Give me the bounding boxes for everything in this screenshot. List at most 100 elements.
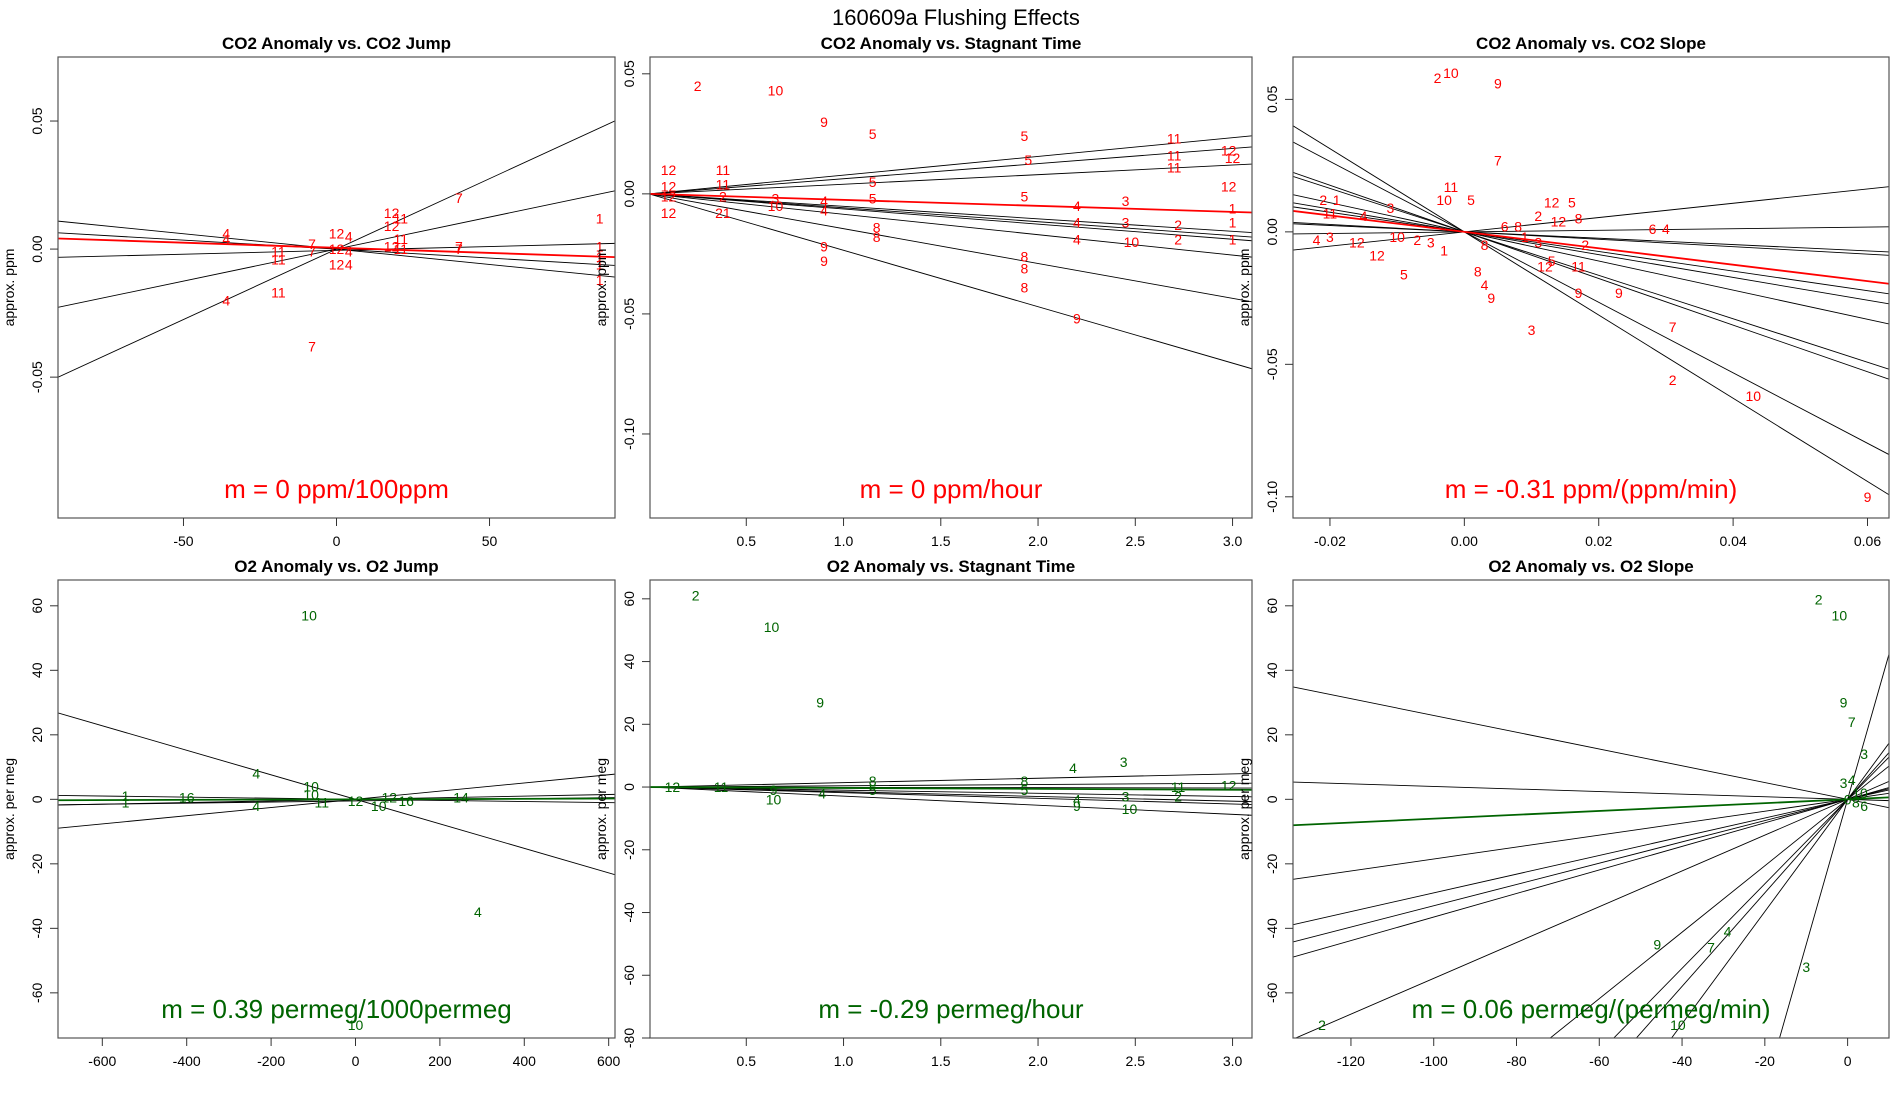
data-point-label: 4	[818, 785, 826, 801]
data-point-label: 12	[1537, 258, 1553, 274]
data-point-label: 4	[1724, 924, 1732, 940]
y-tick-label: -40	[621, 902, 637, 922]
overall-fit-line	[58, 237, 615, 259]
data-point-label: 10	[301, 607, 317, 623]
data-point-label: 4	[345, 228, 353, 244]
y-tick-label: 60	[29, 598, 45, 614]
data-point-label: 1	[596, 256, 604, 272]
data-point-label: 2	[1581, 237, 1589, 253]
y-axis-label: approx. per meg	[593, 758, 609, 860]
data-point-label: 9	[1615, 285, 1623, 301]
data-point-label: 3	[1534, 234, 1542, 250]
group-fit-line	[1779, 654, 1889, 1038]
y-tick-label: -0.05	[1264, 348, 1280, 380]
x-tick-label: 0.5	[737, 1053, 757, 1069]
data-point-label: 3	[1802, 959, 1810, 975]
slope-annotation: m = -0.31 ppm/(ppm/min)	[1445, 474, 1738, 504]
data-point-label: 11	[393, 210, 408, 226]
data-point-label: 3	[1528, 322, 1536, 338]
data-point-label: 12	[1544, 195, 1560, 211]
data-point-label: 1	[1229, 231, 1237, 247]
data-point-label: 2	[1434, 70, 1442, 86]
x-tick-label: 1.0	[834, 1053, 854, 1069]
data-point-label: 4	[222, 226, 230, 242]
data-point-label: 11	[1167, 159, 1182, 175]
data-point-label: 12	[1349, 234, 1365, 250]
panel-title: CO2 Anomaly vs. Stagnant Time	[821, 34, 1082, 53]
data-point-label: 10	[303, 786, 319, 802]
data-point-label: 6	[1860, 798, 1868, 814]
data-point-label: 10	[1745, 388, 1761, 404]
x-tick-label: 600	[597, 1053, 621, 1069]
data-point-label: 7	[308, 244, 316, 260]
data-point-label: 7	[455, 239, 463, 255]
group-fit-line	[650, 782, 1252, 788]
data-point-label: 6	[1501, 219, 1509, 235]
data-point-label: 11	[714, 779, 729, 795]
data-point-label: 12	[661, 205, 677, 221]
data-point-label: 4	[1073, 215, 1081, 231]
data-point-label: 1	[596, 249, 604, 265]
data-point-label: 12	[384, 205, 400, 221]
data-point-label: 9	[1073, 798, 1081, 814]
data-point-label: 16	[398, 793, 414, 809]
data-point-label: 1	[596, 210, 604, 226]
y-tick-label: 60	[1264, 598, 1280, 614]
data-point-label: 10	[1436, 192, 1452, 208]
data-point-label: 2	[694, 78, 702, 94]
x-tick-label: 0.5	[737, 533, 757, 549]
y-axis-label: approx. per meg	[1236, 758, 1252, 860]
data-point-label: 9	[820, 114, 828, 130]
group-fit-line	[650, 772, 1252, 788]
x-tick-label: 200	[428, 1053, 452, 1069]
y-tick-label: 40	[1264, 662, 1280, 678]
panel-title: O2 Anomaly vs. Stagnant Time	[827, 557, 1075, 576]
x-tick-label: 1.0	[834, 533, 854, 549]
y-tick-label: 0.05	[29, 107, 45, 134]
data-point-label: 5	[1548, 253, 1556, 269]
data-point-label: 16	[179, 790, 195, 806]
y-tick-label: -40	[1264, 918, 1280, 938]
group-fit-line	[1293, 792, 1889, 880]
x-tick-label: 3.0	[1223, 1053, 1243, 1069]
data-point-label: 4	[1073, 198, 1081, 214]
data-point-label: 4	[820, 193, 828, 209]
data-point-label: 7	[1848, 714, 1856, 730]
y-tick-label: -0.05	[621, 298, 637, 330]
x-tick-label: 2.0	[1028, 1053, 1048, 1069]
group-fit-line	[1293, 226, 1889, 235]
data-point-label: 11	[314, 795, 329, 811]
data-point-label: 12	[1221, 143, 1237, 159]
data-point-label: 8	[1021, 260, 1029, 276]
overall-fit-line	[650, 786, 1252, 791]
group-fit-line	[1293, 206, 1889, 295]
group-fit-line	[1293, 186, 1889, 251]
y-tick-label: 0	[29, 795, 45, 803]
x-tick-label: -60	[1589, 1053, 1609, 1069]
group-fit-line	[650, 193, 1252, 234]
data-point-label: 5	[1024, 152, 1032, 168]
page-title: 160609a Flushing Effects	[832, 5, 1080, 30]
data-point-label: 12	[348, 793, 364, 809]
data-point-label: 2	[1669, 372, 1677, 388]
y-tick-label: -20	[29, 853, 45, 873]
data-point-label: 11	[1323, 205, 1338, 221]
data-point-label: 14	[453, 790, 469, 806]
data-point-label: 10	[348, 1017, 364, 1033]
data-point-label: 5	[869, 174, 877, 190]
y-tick-label: 0.05	[1264, 86, 1280, 113]
group-fit-line	[1293, 141, 1889, 455]
data-point-label: 9	[1653, 936, 1661, 952]
group-fit-line	[1293, 787, 1889, 958]
data-point-label: 11	[271, 285, 286, 301]
panel-title: O2 Anomaly vs. O2 Jump	[234, 557, 438, 576]
data-point-label: 7	[1494, 152, 1502, 168]
x-tick-label: -200	[257, 1053, 285, 1069]
data-point-label: 10	[303, 778, 319, 794]
y-tick-label: -20	[621, 839, 637, 859]
data-point-label: 1	[122, 795, 130, 811]
data-point-label: 11	[1167, 147, 1182, 163]
